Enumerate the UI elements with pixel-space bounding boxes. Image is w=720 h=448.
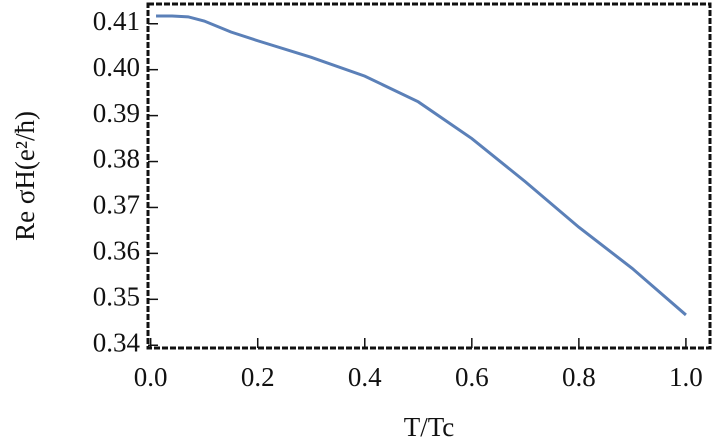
- plot-frame: [146, 2, 712, 350]
- y-tick-label: 0.39: [93, 98, 140, 128]
- y-tick-label: 0.40: [93, 52, 140, 82]
- y-tick-label: 0.38: [93, 144, 140, 174]
- y-tick-label: 0.41: [93, 6, 140, 36]
- y-axis-label: Re σH(e²/ħ): [10, 111, 40, 241]
- y-tick-label: 0.37: [93, 190, 140, 220]
- y-tick-label: 0.34: [93, 327, 141, 357]
- x-tick-label: 0.6: [455, 362, 489, 392]
- x-axis-label: T/Tc: [404, 412, 455, 442]
- x-tick-label: 1.0: [669, 362, 703, 392]
- data-line: [156, 14, 687, 317]
- x-tick-label: 0.8: [562, 362, 596, 392]
- y-tick-label: 0.36: [93, 236, 140, 266]
- x-tick-label: 0.4: [348, 362, 382, 392]
- x-tick-label: 0.0: [134, 362, 168, 392]
- x-tick-label: 0.2: [241, 362, 275, 392]
- y-tick-label: 0.35: [93, 282, 140, 312]
